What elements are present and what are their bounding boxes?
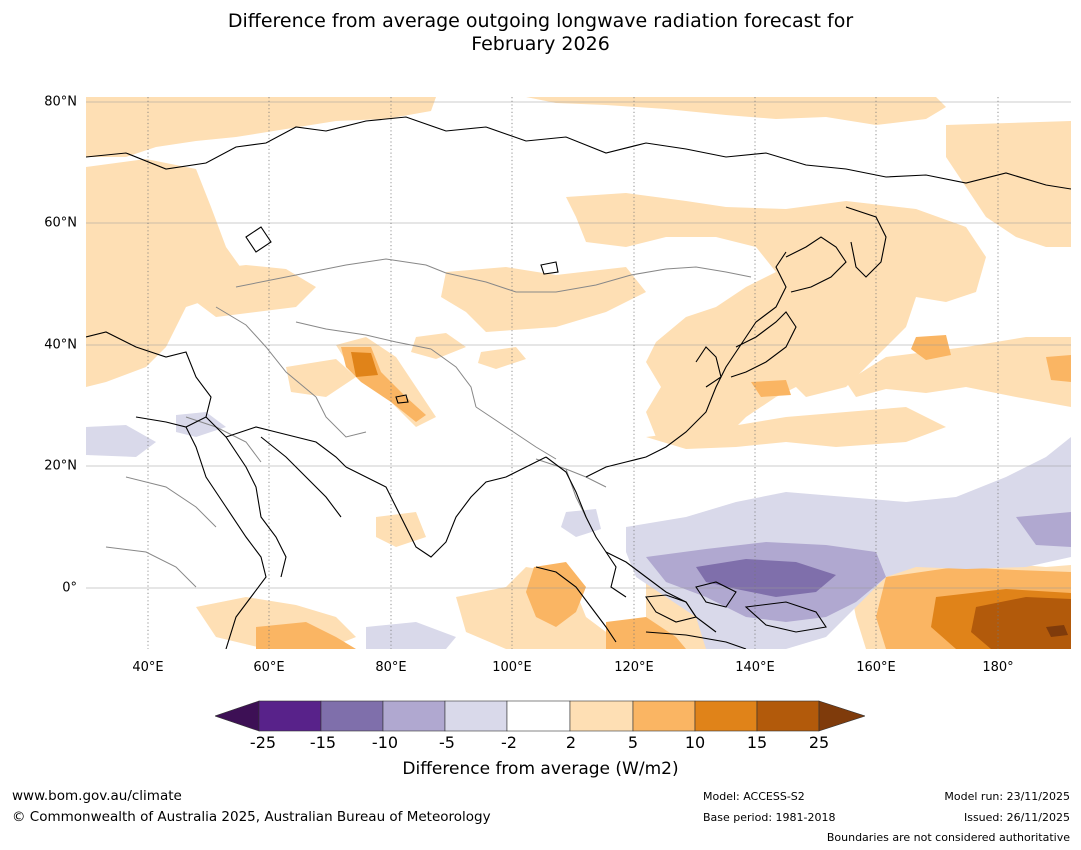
lon-label-160e: 160°E <box>856 660 896 675</box>
anomaly-positive-region <box>186 265 316 317</box>
anomaly-positive-region <box>411 333 466 359</box>
anomaly-positive-region <box>86 159 246 387</box>
map-panel <box>86 97 1071 649</box>
anomaly-negative-region <box>366 622 456 649</box>
lon-label-60e: 60°E <box>253 660 285 675</box>
colorbar-tick: 2 <box>565 733 577 752</box>
anomaly-strong-region <box>351 352 378 377</box>
lon-label-140e: 140°E <box>735 660 775 675</box>
anomaly-positive-region <box>86 97 436 157</box>
colorbar-segment-above-max <box>818 700 866 732</box>
disclaimer-text: Boundaries are not considered authoritat… <box>826 831 1070 844</box>
copyright-text: © Commonwealth of Australia 2025, Austra… <box>12 809 491 825</box>
anomaly-positive-region <box>776 267 916 397</box>
anomaly-positive-region <box>526 97 946 125</box>
map-meridians <box>147 97 999 649</box>
colorbar-label: Difference from average (W/m2) <box>402 759 679 779</box>
lat-label-40n: 40°N <box>44 337 77 353</box>
title-line-1: Difference from average outgoing longwav… <box>227 10 854 32</box>
anomaly-extreme-region <box>1046 625 1068 637</box>
title-line-2: February 2026 <box>471 33 610 55</box>
coastlines <box>86 116 1071 649</box>
colorbar-tick: -2 <box>501 733 517 752</box>
anomaly-positive-region <box>376 512 426 547</box>
anomaly-moderate-region <box>526 562 586 627</box>
anomaly-negative-region <box>561 509 601 537</box>
base-period-text: Base period: 1981-2018 <box>703 811 836 824</box>
anomaly-negative-region <box>86 425 156 457</box>
colorbar-segment-5-10 <box>632 700 696 732</box>
colorbar-segment-below-min <box>214 700 260 732</box>
anomaly-positive-region <box>846 337 1071 407</box>
map-gridlines <box>86 101 1071 589</box>
colorbar-segment-n10-n5 <box>382 700 446 732</box>
lon-label-120e: 120°E <box>614 660 654 675</box>
colorbar-segment-n2-2 <box>506 700 571 732</box>
colorbar-segment-10-15 <box>694 700 758 732</box>
colorbar-tick: 5 <box>627 733 639 752</box>
lon-label-100e: 100°E <box>492 660 532 675</box>
colorbar-tick: -25 <box>249 733 277 752</box>
anomaly-fills <box>86 97 1071 649</box>
lon-label-180: 180° <box>982 660 1014 675</box>
anomaly-moderate-region <box>911 335 951 360</box>
website-link[interactable]: www.bom.gov.au/climate <box>12 788 182 804</box>
anomaly-moderate-region <box>256 622 356 649</box>
colorbar-tick: -15 <box>309 733 337 752</box>
lon-label-40e: 40°E <box>132 660 164 675</box>
colorbar-segment-n15-n10 <box>320 700 384 732</box>
colorbar-tick: 25 <box>808 733 830 752</box>
colorbar-tick: -5 <box>439 733 455 752</box>
lat-label-60n: 60°N <box>44 215 77 231</box>
anomaly-moderate-negative-region <box>1016 512 1071 547</box>
colorbar-tick: -10 <box>371 733 399 752</box>
anomaly-moderate-region <box>1046 355 1071 382</box>
colorbar-segment-n25-n15 <box>258 700 322 732</box>
anomaly-very-strong-region <box>971 597 1071 649</box>
colorbar-segment-2-5 <box>569 700 634 732</box>
lat-label-0: 0° <box>62 580 77 596</box>
colorbar-segment-n5-n2 <box>444 700 508 732</box>
anomaly-negative-region <box>176 412 226 437</box>
issued-text: Issued: 26/11/2025 <box>963 811 1070 824</box>
lat-label-80n: 80°N <box>44 94 77 110</box>
anomaly-strong-negative-region <box>696 559 836 597</box>
anomaly-positive-region <box>286 359 356 397</box>
model-run-text: Model run: 23/11/2025 <box>944 790 1070 803</box>
anomaly-positive-region <box>946 121 1071 247</box>
anomaly-moderate-region <box>751 380 791 397</box>
colorbar-tick: 10 <box>684 733 706 752</box>
lat-label-20n: 20°N <box>44 458 77 474</box>
colorbar <box>214 700 866 732</box>
chart-title: Difference from average outgoing longwav… <box>0 10 1081 56</box>
anomaly-positive-region <box>441 267 646 332</box>
country-boundaries <box>105 258 752 588</box>
colorbar-segment-15-25 <box>756 700 820 732</box>
anomaly-positive-region <box>646 407 946 449</box>
anomaly-positive-region <box>478 347 526 369</box>
model-text: Model: ACCESS-S2 <box>703 790 805 803</box>
colorbar-tick: 15 <box>746 733 768 752</box>
anomaly-moderate-region <box>606 617 686 649</box>
lon-label-80e: 80°E <box>375 660 407 675</box>
